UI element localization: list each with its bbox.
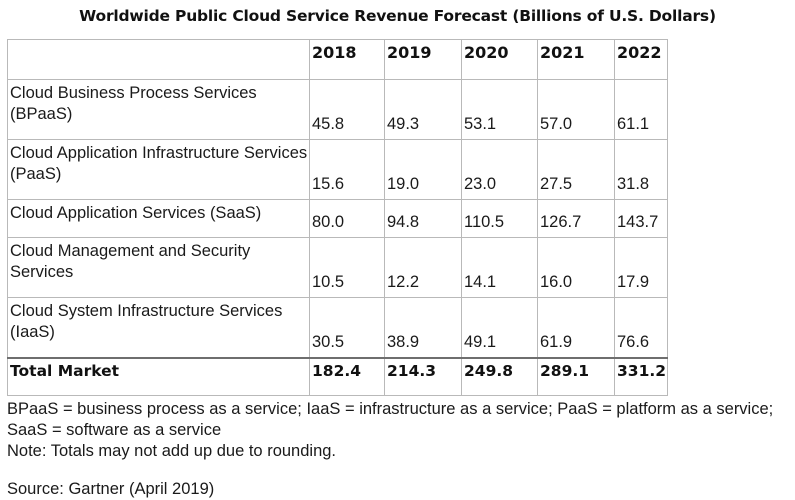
header-cell-empty xyxy=(7,39,310,80)
total-value-cell: 214.3 xyxy=(384,356,462,396)
header-cell-year: 2022 xyxy=(614,39,668,80)
value-cell: 16.0 xyxy=(537,237,615,298)
table-title: Worldwide Public Cloud Service Revenue F… xyxy=(79,7,716,25)
rounding-note: Note: Totals may not add up due to round… xyxy=(7,442,337,460)
value-cell: 19.0 xyxy=(384,139,462,200)
value-cell: 30.5 xyxy=(309,297,385,358)
value-cell: 143.7 xyxy=(614,199,668,238)
footnotes: BPaaS = business process as a service; I… xyxy=(7,399,792,462)
value-cell: 14.1 xyxy=(461,237,538,298)
total-value-cell: 249.8 xyxy=(461,356,538,396)
value-cell: 61.9 xyxy=(537,297,615,358)
value-cell: 94.8 xyxy=(384,199,462,238)
abbreviations-note: BPaaS = business process as a service; I… xyxy=(7,400,774,439)
row-label: Cloud Application Services (SaaS) xyxy=(7,199,310,238)
value-cell: 23.0 xyxy=(461,139,538,200)
table-row: Cloud Management and Security Services 1… xyxy=(7,237,668,298)
value-cell: 76.6 xyxy=(614,297,668,358)
table-row: Cloud System Infrastructure Services (Ia… xyxy=(7,297,668,358)
row-label: Cloud Management and Security Services xyxy=(7,237,310,298)
total-row: Total Market 182.4 214.3 249.8 289.1 331… xyxy=(7,356,668,396)
value-cell: 38.9 xyxy=(384,297,462,358)
source-note: Source: Gartner (April 2019) xyxy=(7,480,215,498)
forecast-table: 2018 2019 2020 2021 2022 Cloud Business … xyxy=(7,39,668,396)
row-label: Cloud Application Infrastructure Service… xyxy=(7,139,310,200)
header-cell-year: 2018 xyxy=(309,39,385,80)
value-cell: 126.7 xyxy=(537,199,615,238)
row-label: Cloud System Infrastructure Services (Ia… xyxy=(7,297,310,358)
header-cell-year: 2019 xyxy=(384,39,462,80)
table-row: Cloud Application Services (SaaS) 80.0 9… xyxy=(7,199,668,238)
value-cell: 61.1 xyxy=(614,79,668,140)
value-cell: 15.6 xyxy=(309,139,385,200)
total-value-cell: 182.4 xyxy=(309,356,385,396)
value-cell: 10.5 xyxy=(309,237,385,298)
table-row: Cloud Application Infrastructure Service… xyxy=(7,139,668,200)
total-label: Total Market xyxy=(7,356,310,396)
header-row: 2018 2019 2020 2021 2022 xyxy=(7,39,668,80)
value-cell: 31.8 xyxy=(614,139,668,200)
value-cell: 57.0 xyxy=(537,79,615,140)
value-cell: 49.3 xyxy=(384,79,462,140)
value-cell: 49.1 xyxy=(461,297,538,358)
total-value-cell: 331.2 xyxy=(614,356,668,396)
value-cell: 53.1 xyxy=(461,79,538,140)
value-cell: 80.0 xyxy=(309,199,385,238)
value-cell: 27.5 xyxy=(537,139,615,200)
header-cell-year: 2021 xyxy=(537,39,615,80)
value-cell: 12.2 xyxy=(384,237,462,298)
header-cell-year: 2020 xyxy=(461,39,538,80)
value-cell: 110.5 xyxy=(461,199,538,238)
row-label: Cloud Business Process Services (BPaaS) xyxy=(7,79,310,140)
table-row: Cloud Business Process Services (BPaaS) … xyxy=(7,79,668,140)
value-cell: 45.8 xyxy=(309,79,385,140)
value-cell: 17.9 xyxy=(614,237,668,298)
total-value-cell: 289.1 xyxy=(537,356,615,396)
